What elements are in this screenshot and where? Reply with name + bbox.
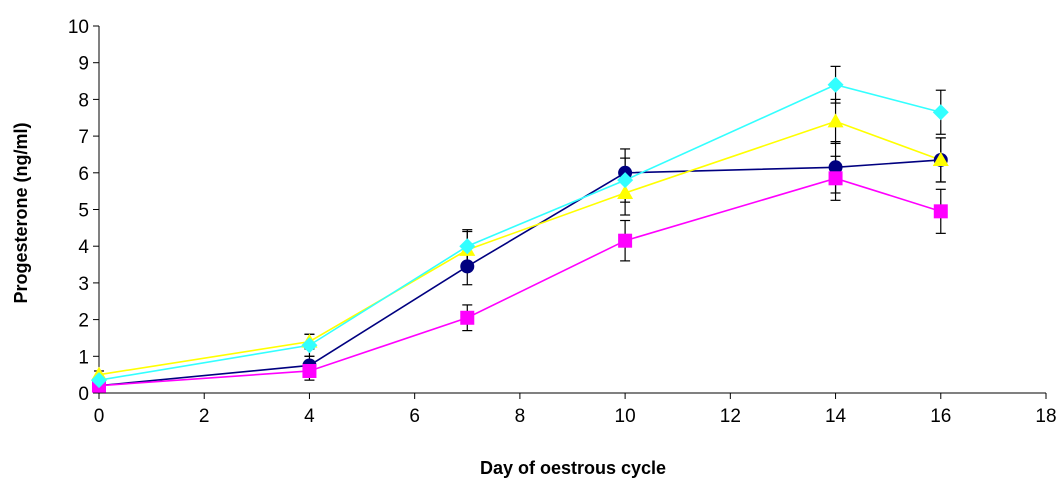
x-axis-title: Day of oestrous cycle [480,458,666,478]
series-line-diamond [98,83,941,381]
y-tick-label: 5 [78,201,89,222]
y-tick-label: 7 [78,127,89,148]
y-tick-label: 8 [78,90,89,111]
x-tick-label: 18 [1035,406,1056,427]
series-line-circle [98,159,941,387]
data-point-diamond [932,104,949,121]
y-axis-title: Progesterone (ng/ml) [11,122,31,303]
y-tick-label: 4 [78,237,89,258]
series-line-square [98,177,942,387]
data-point-diamond [301,337,318,354]
x-tick-label: 14 [825,406,847,427]
data-point-diamond [827,76,844,93]
data-point-triangle [932,151,949,166]
series-markers [91,76,949,393]
data-point-triangle [827,113,844,128]
x-tick-label: 12 [720,406,741,427]
y-tick-label: 9 [78,54,89,75]
data-point-circle [460,259,475,274]
data-point-square [460,310,475,325]
series-lines [98,83,942,387]
x-tick-label: 16 [930,406,951,427]
y-tick-label: 1 [78,347,89,368]
data-point-square [828,171,843,186]
data-point-diamond [459,238,476,255]
x-tick-label: 0 [94,406,105,427]
x-tick-label: 6 [409,406,420,427]
x-tick-label: 10 [615,406,636,427]
y-tick-label: 10 [68,17,89,38]
y-tick-label: 2 [78,311,89,332]
y-tick-label: 3 [78,274,89,295]
data-point-square [933,204,948,219]
series-line-triangle [98,120,942,376]
data-point-diamond [617,172,634,189]
data-point-diamond [91,372,107,389]
x-tick-label: 4 [304,406,315,427]
x-tick-label: 2 [199,406,210,427]
x-tick-label: 8 [515,406,526,427]
data-point-circle [828,160,843,175]
y-tick-label: 6 [78,164,89,185]
data-point-square [302,363,317,378]
data-point-triangle [617,184,634,199]
error-bars [94,65,946,390]
y-tick-label: 0 [78,384,89,405]
data-point-square [618,233,633,248]
